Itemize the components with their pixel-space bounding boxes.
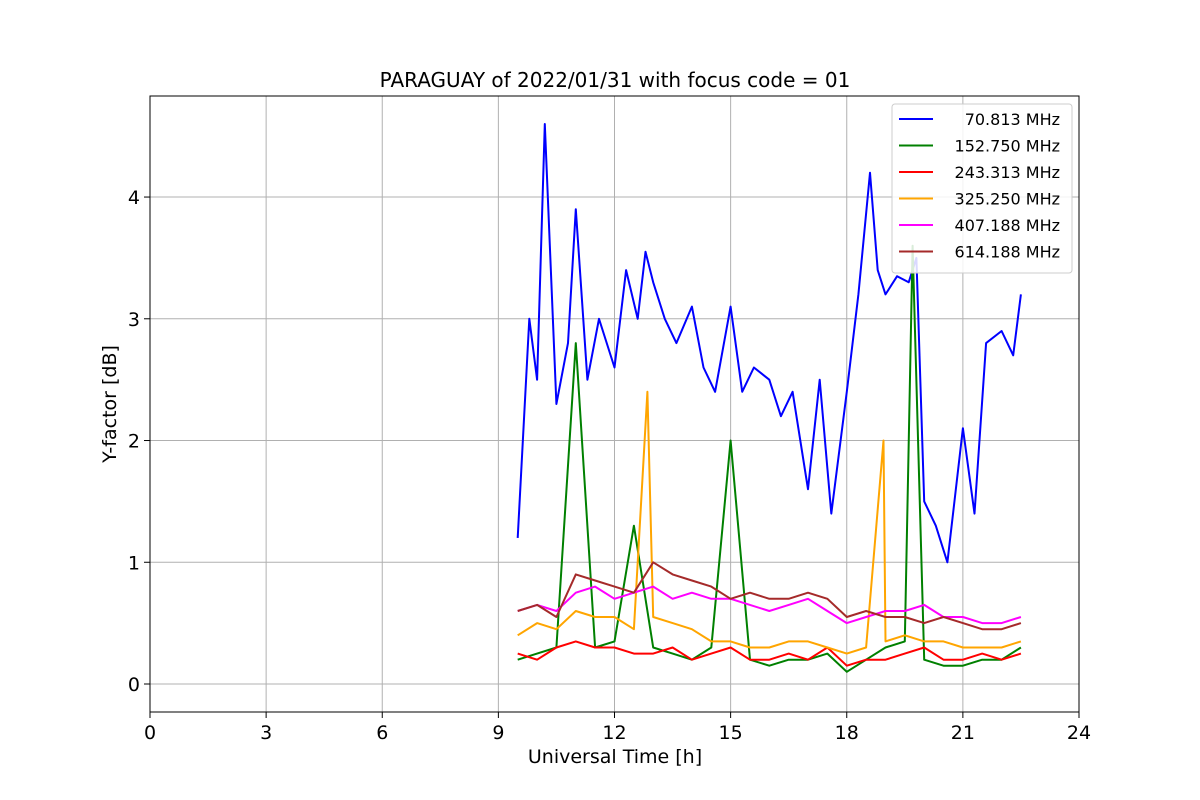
y-tick-label: 4 (128, 187, 140, 209)
chart-title: PARAGUAY of 2022/01/31 with focus code =… (380, 68, 851, 92)
legend-label: 407.188 MHz (955, 216, 1060, 235)
legend-label: 243.313 MHz (955, 163, 1060, 182)
x-tick-label: 3 (260, 722, 272, 744)
x-tick-label: 18 (835, 722, 859, 744)
x-axis-label: Universal Time [h] (528, 746, 702, 768)
x-tick-label: 24 (1067, 722, 1091, 744)
x-tick-label: 6 (376, 722, 388, 744)
x-tick-label: 9 (492, 722, 504, 744)
legend-label: 70.813 MHz (965, 110, 1060, 129)
series-layer (516, 123, 1022, 673)
series-line-3 (517, 640, 1022, 667)
legend: 70.813 MHz 152.750 MHz 243.313 MHz 325.250 … (891, 103, 1073, 274)
x-tick-label: 21 (951, 722, 975, 744)
y-tick-label: 0 (128, 674, 140, 696)
series-line-6 (517, 561, 1022, 631)
series-line-4 (517, 390, 1022, 655)
legend-label: 614.188 MHz (955, 243, 1060, 262)
x-tick-label: 12 (602, 722, 626, 744)
legend-label: 325.250 MHz (955, 190, 1060, 209)
series-line-1 (516, 123, 1022, 564)
y-tick-label: 2 (128, 431, 140, 453)
legend-label: 152.750 MHz (955, 137, 1060, 156)
x-tick-label: 15 (719, 722, 743, 744)
series-line-2 (517, 244, 1022, 673)
y-tick-label: 3 (128, 309, 140, 331)
y-axis-label: Y-factor [dB] (99, 345, 121, 464)
y-tick-label: 1 (128, 552, 140, 574)
legend-box (891, 103, 1073, 274)
x-tick-label: 0 (144, 722, 156, 744)
series-line-5 (517, 585, 1022, 625)
